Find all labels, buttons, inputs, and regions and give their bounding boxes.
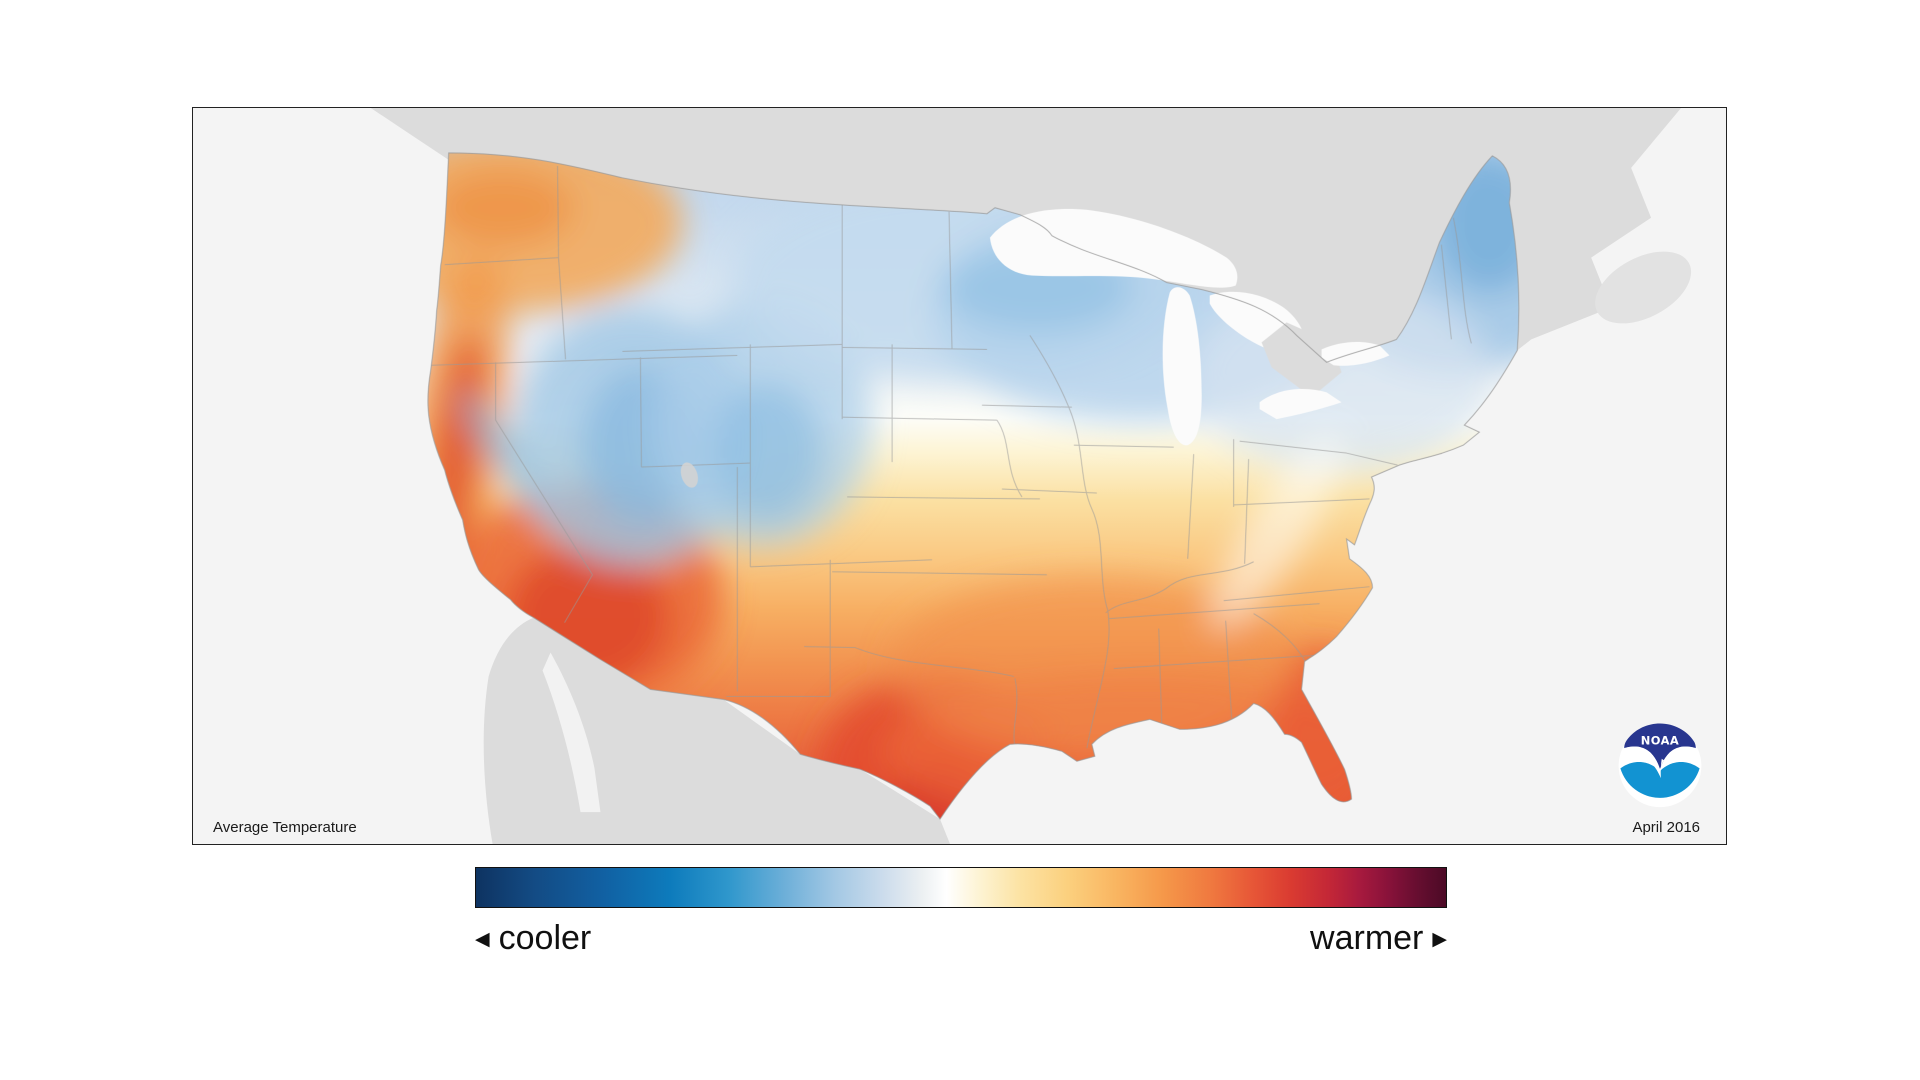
- legend-warmer: warmer ▶: [1310, 919, 1447, 958]
- lake-michigan: [1162, 287, 1202, 446]
- noaa-logo-text: NOAA: [1641, 734, 1679, 748]
- great-salt-lake: [680, 462, 698, 488]
- state-borders: [430, 165, 1472, 749]
- gulf-of-california: [542, 652, 601, 813]
- map-title: Average Temperature: [213, 819, 357, 836]
- ontario-peninsula: [1261, 322, 1342, 398]
- noaa-logo: NOAA: [1618, 723, 1702, 808]
- noaa-logo-sea: [1620, 762, 1700, 798]
- map-date: April 2016: [1632, 819, 1700, 836]
- legend-labels: ◀ cooler warmer ▶: [475, 914, 1447, 962]
- nova-scotia-landmass: [1595, 251, 1692, 324]
- mexico-landmass: [483, 617, 951, 844]
- noaa-logo-shell: [1624, 723, 1696, 770]
- lake-erie: [1259, 388, 1342, 420]
- left-arrow-icon: ◀: [475, 928, 490, 950]
- us-temperature-map: [370, 108, 1692, 844]
- temperature-colorbar: [475, 867, 1447, 908]
- legend-cooler: ◀ cooler: [475, 919, 591, 958]
- map-panel: Average Temperature NOAA April 2016: [192, 107, 1727, 845]
- cooler-label: cooler: [498, 918, 592, 957]
- lake-superior: [989, 208, 1238, 288]
- seagull-icon: [1624, 746, 1696, 779]
- warmer-label: warmer: [1310, 918, 1424, 957]
- temperature-surface: [427, 152, 1519, 820]
- right-arrow-icon: ▶: [1432, 928, 1447, 950]
